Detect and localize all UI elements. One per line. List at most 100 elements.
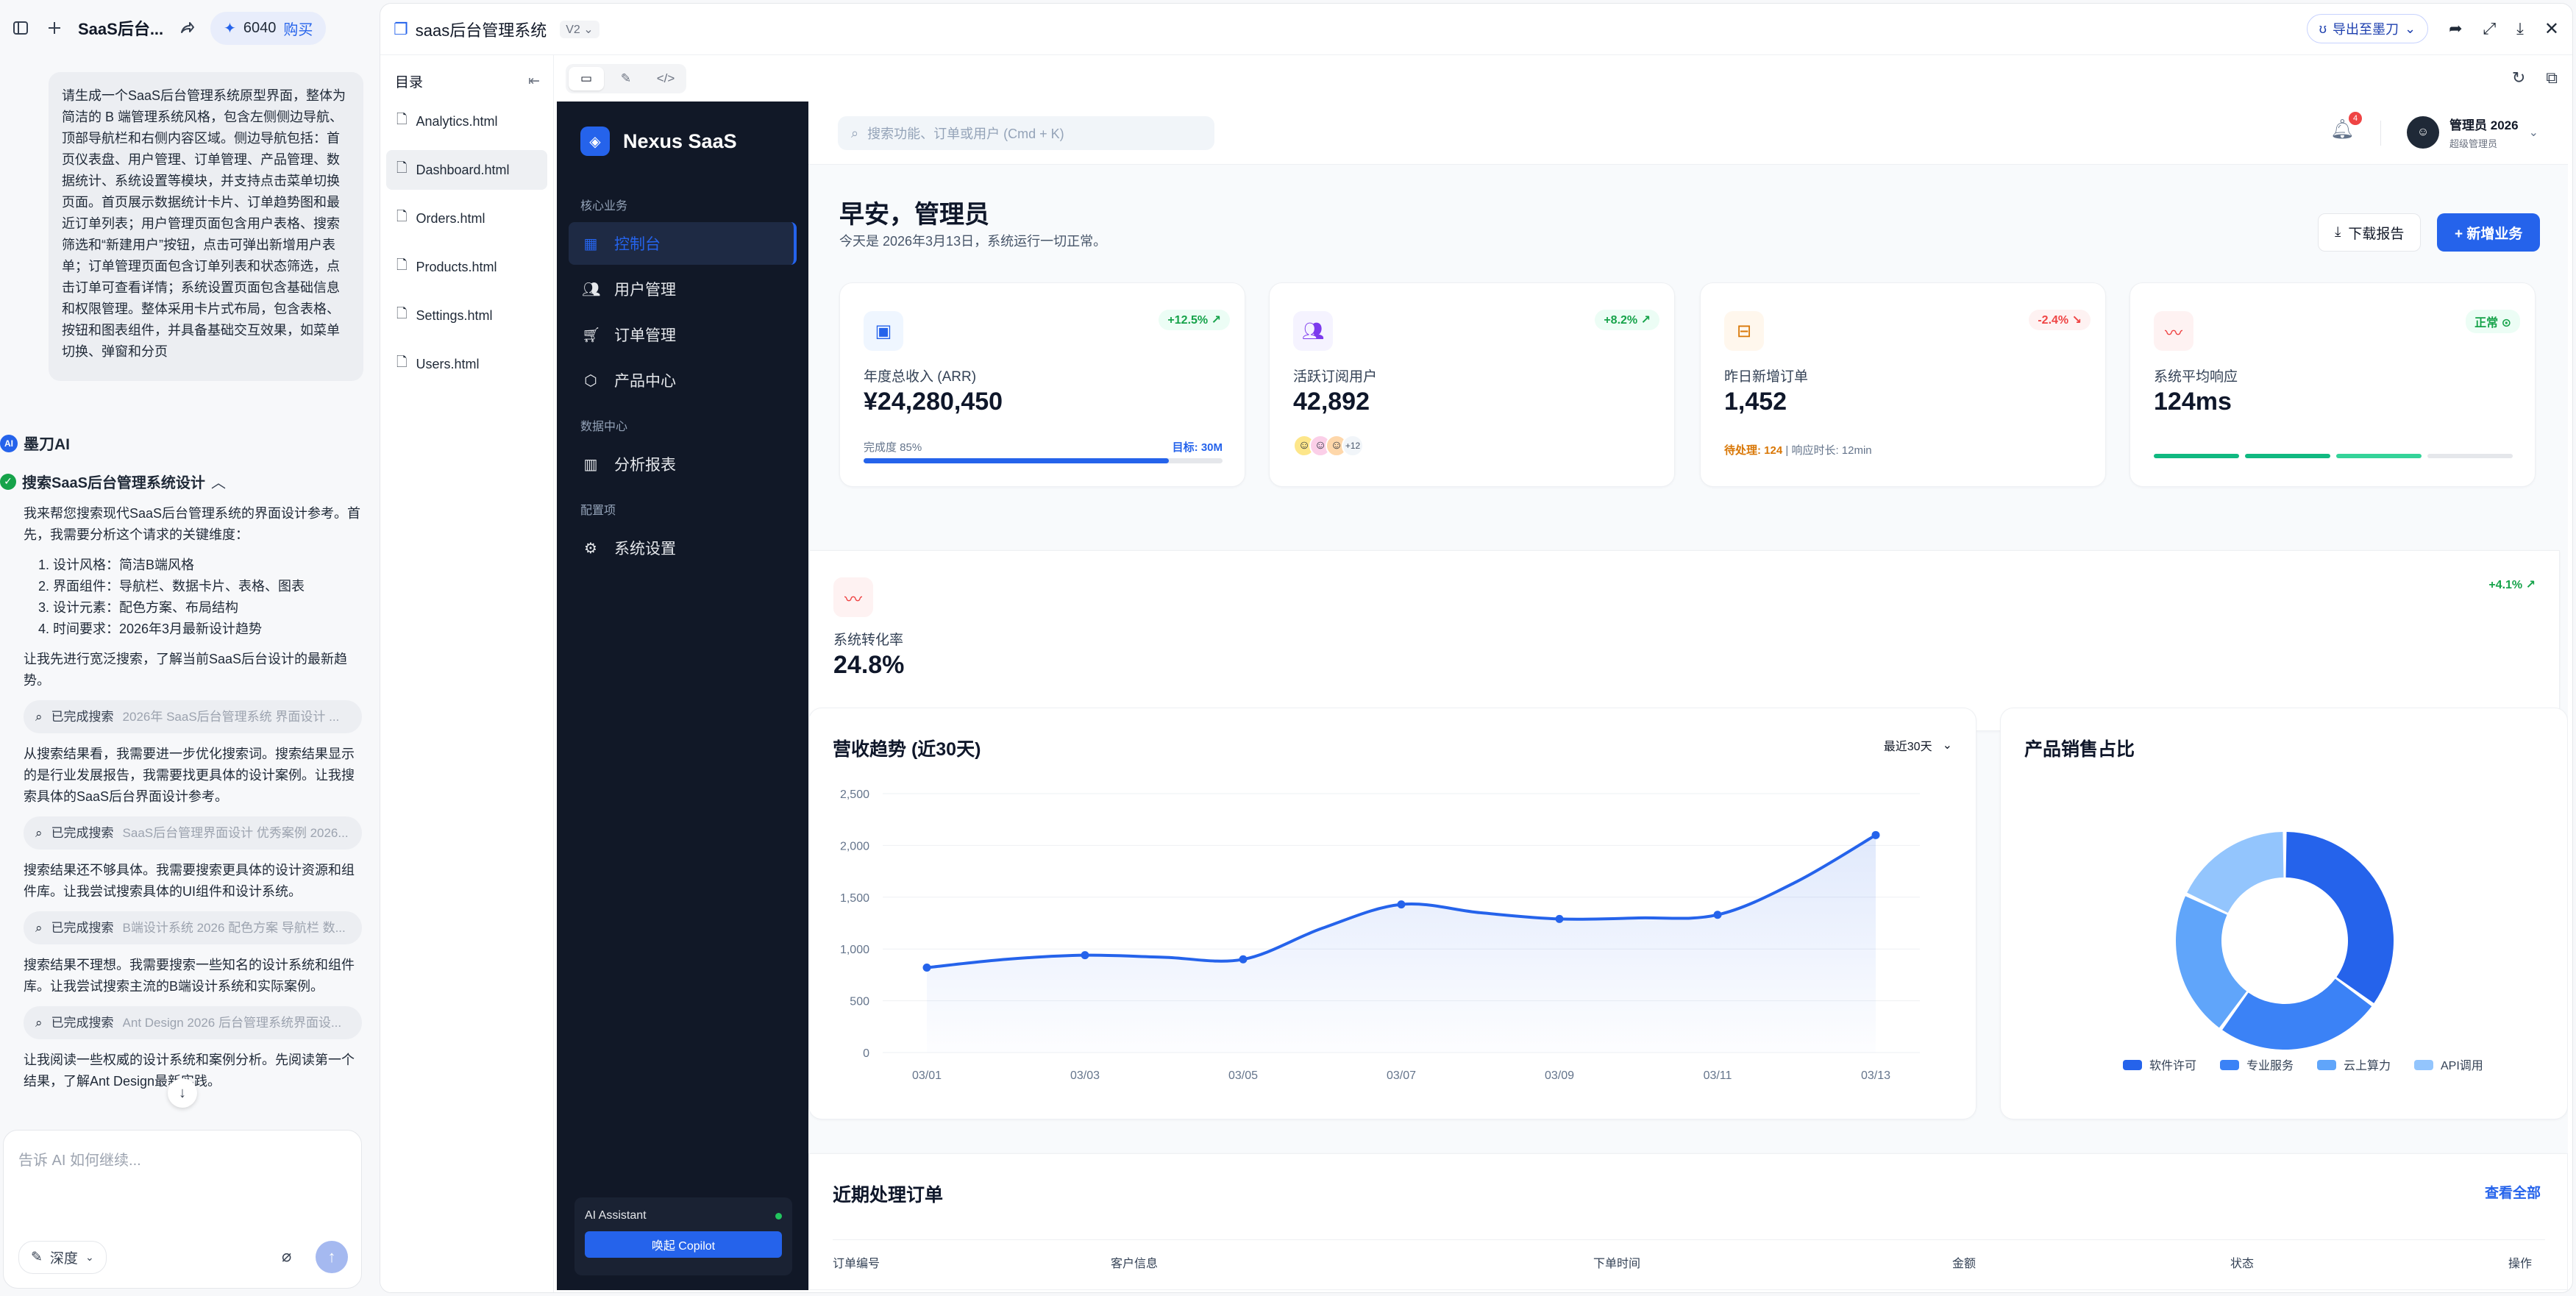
data-point (1713, 911, 1722, 919)
share-icon[interactable] (177, 18, 197, 38)
step-header[interactable]: ✓ 搜索SaaS后台管理系统设计 ︿ (0, 471, 226, 492)
kpi-card-response[interactable]: 〰 正常 ⊙ 系统平均响应 124ms (2130, 282, 2536, 487)
search-result-pill[interactable]: ⌕ 已完成搜索 B端设计系统 2026 配色方案 导航栏 数... (24, 911, 362, 944)
grid-icon: ▦ (583, 235, 598, 252)
revenue-trend-chart: 0 500 1,000 1,500 2,000 2,500 03/01 03/03 03/05 0… (840, 788, 1920, 1082)
chevron-down-icon: ⌄ (85, 1251, 94, 1263)
x-tick-label: 03/09 (1545, 1069, 1574, 1082)
legend-label: 云上算力 (2344, 1058, 2391, 1072)
legend-swatch (2220, 1060, 2239, 1070)
credit-badge[interactable]: ✦ 6040 购买 (210, 11, 327, 45)
kpi-label: 系统平均响应 (2154, 369, 2238, 385)
chat-transcript: 我来帮您搜索现代SaaS后台管理系统的界面设计参考。首先，我需要分析这个请求的关… (24, 503, 362, 1101)
download-icon[interactable]: ⤓ (2516, 19, 2524, 38)
chevron-up-icon[interactable]: ︿ (210, 475, 226, 491)
add-business-button[interactable]: + 新增业务 (2437, 213, 2541, 252)
close-icon[interactable]: ✕ (2544, 18, 2559, 39)
data-point (1239, 955, 1248, 964)
copilot-button[interactable]: 唤起 Copilot (585, 1231, 782, 1258)
sidebar-toggle-icon[interactable] (10, 18, 31, 38)
view-mode-switch: ▭ ✎ </> (566, 64, 686, 93)
chat-toolbar: SaaS后台... ✦ 6040 购买 (0, 0, 377, 56)
kpi-card-orders[interactable]: ⊟ -2.4% ↘ 昨日新增订单 1,452 待处理: 124 | 响应时长: … (1700, 282, 2106, 487)
legend-label: 软件许可 (2149, 1059, 2196, 1072)
file-name: Products.html (416, 259, 497, 274)
column-header: 金额 (1952, 1257, 1977, 1270)
search-result-pill[interactable]: ⌕ 已完成搜索 SaaS后台管理界面设计 优秀案例 2026... (24, 816, 362, 850)
send-button[interactable]: ↑ (316, 1241, 348, 1273)
y-tick-label: 1,000 (840, 944, 869, 956)
export-button[interactable]: ʊ 导出至墨刀 ⌄ (2306, 14, 2429, 43)
sidebar-item-settings[interactable]: ⚙ 系统设置 (557, 527, 808, 569)
kpi-value: 1,452 (1724, 388, 1787, 416)
file-item[interactable]: 🗋 Products.html (386, 247, 547, 287)
nav-group-label: 数据中心 (580, 421, 628, 433)
file-item[interactable]: 🗋 Settings.html (386, 296, 547, 335)
message-text: 从搜索结果看，我需要进一步优化搜索词。搜索结果显示的是行业发展报告，我需要找更具… (24, 747, 355, 804)
file-name: Settings.html (416, 307, 493, 323)
file-item[interactable]: 🗋 Users.html (386, 344, 547, 384)
collapse-icon[interactable]: ⇤ (528, 74, 540, 89)
refresh-icon[interactable]: ↻ (2511, 68, 2526, 87)
health-segment (2245, 454, 2330, 458)
x-tick-label: 03/03 (1070, 1069, 1100, 1082)
series-area (927, 835, 1876, 1053)
target-label: 目标: 30M (1172, 441, 1223, 454)
sidebar-item-label: 产品中心 (614, 373, 676, 390)
sidebar-item-label: 订单管理 (614, 327, 676, 344)
version-selector[interactable]: V2 ⌄ (560, 20, 599, 38)
kpi-card-conversion[interactable]: 〰 +4.1% ↗ 系统转化率 24.8% (809, 550, 2560, 731)
sidebar-item-dashboard[interactable]: ▦ 控制台 (569, 222, 797, 265)
change-badge: +4.1% ↗ (2488, 579, 2536, 591)
global-search-input[interactable]: ⌕ 搜索功能、订单或用户 (Cmd + K) (838, 116, 1214, 150)
chat-input-placeholder[interactable]: 告诉 AI 如何继续... (18, 1153, 141, 1169)
bell-icon[interactable]: 🔔︎ 4 (2330, 112, 2362, 140)
layers-icon: ◈ (580, 127, 610, 156)
sidebar-item-products[interactable]: ⬡ 产品中心 (557, 359, 808, 402)
message-text: 让我先进行宽泛搜索，了解当前SaaS后台设计的最新趋势。 (24, 652, 348, 688)
scroll-down-button[interactable]: ↓ (168, 1078, 197, 1108)
search-result-pill[interactable]: ⌕ 已完成搜索 2026年 SaaS后台管理系统 界面设计 ... (24, 700, 362, 733)
view-all-link[interactable]: 查看全部 (2484, 1186, 2541, 1201)
share-icon[interactable]: ➦ (2449, 19, 2463, 38)
sidebar-item-orders[interactable]: 🛒︎ 订单管理 (557, 313, 808, 356)
open-external-icon[interactable]: ⧉ (2546, 68, 2558, 87)
kpi-card-subscribers[interactable]: 👥︎ +8.2% ↗ 活跃订阅用户 42,892 ☺ ☺ ☺ +12 (1269, 282, 1675, 487)
nav-group-label: 配置项 (580, 505, 616, 517)
user-menu[interactable]: ☺ 管理员 2026 超级管理员 ⌄ (2407, 115, 2538, 150)
app-brand[interactable]: ◈ Nexus SaaS (557, 102, 808, 181)
app-sidebar: ◈ Nexus SaaS 核心业务 ▦ 控制台 👥︎ 用户管理 🛒︎ 订单管理 ⬡ 产品… (557, 102, 808, 1290)
expand-icon[interactable]: ⤢ (2483, 19, 2497, 38)
sidebar-item-users[interactable]: 👥︎ 用户管理 (557, 268, 808, 310)
search-query: 2026年 SaaS后台管理系统 界面设计 ... (122, 710, 340, 724)
legend-swatch (2414, 1060, 2433, 1070)
file-item[interactable]: 🗋 Analytics.html (386, 102, 547, 141)
kpi-card-revenue[interactable]: ▣ +12.5% ↗ 年度总收入 (ARR) ¥24,280,450 完成度 8… (839, 282, 1245, 487)
money-icon: ▣ (864, 311, 903, 351)
file-item[interactable]: 🗋 Dashboard.html (386, 150, 547, 190)
search-result-pill[interactable]: ⌕ 已完成搜索 Ant Design 2026 后台管理系统界面设... (24, 1006, 362, 1039)
editor-actions: ʊ 导出至墨刀 ⌄ ➦ ⤢ ⤓ ✕ (2306, 14, 2559, 43)
chat-input-box[interactable]: 告诉 AI 如何继续... ✎ 深度 ⌄ ⌀ ↑ (3, 1130, 362, 1289)
column-header: 状态 (2230, 1257, 2255, 1270)
new-chat-icon[interactable] (44, 18, 65, 38)
pending-label: 待处理: (1724, 444, 1765, 457)
data-point (922, 964, 931, 972)
code-mode-icon[interactable]: </> (656, 71, 675, 85)
range-selector[interactable]: 最近30天 ⌄ (1884, 736, 1952, 754)
attach-icon[interactable]: ⌀ (282, 1247, 292, 1265)
sidebar-item-reports[interactable]: ▥ 分析报表 (557, 443, 808, 485)
search-icon: ⌕ (35, 1016, 43, 1030)
buy-link[interactable]: 购买 (283, 21, 313, 38)
change-value: +4.1% (2488, 579, 2523, 591)
preview-mode-icon[interactable]: ▭ (569, 67, 604, 90)
file-item[interactable]: 🗋 Orders.html (386, 199, 547, 238)
assistant-label: AI Assistant (585, 1209, 647, 1222)
file-icon: 🗋 (396, 209, 408, 224)
health-bars (2154, 454, 2513, 458)
edit-mode-icon[interactable]: ✎ (620, 71, 632, 85)
project-title[interactable]: ❐ saas后台管理系统 V2 ⌄ (394, 18, 599, 41)
depth-selector[interactable]: ✎ 深度 ⌄ (18, 1241, 107, 1274)
download-report-button[interactable]: ⤓ 下载报告 (2318, 213, 2422, 252)
list-item: 设计风格：简洁B端风格 (53, 555, 362, 576)
